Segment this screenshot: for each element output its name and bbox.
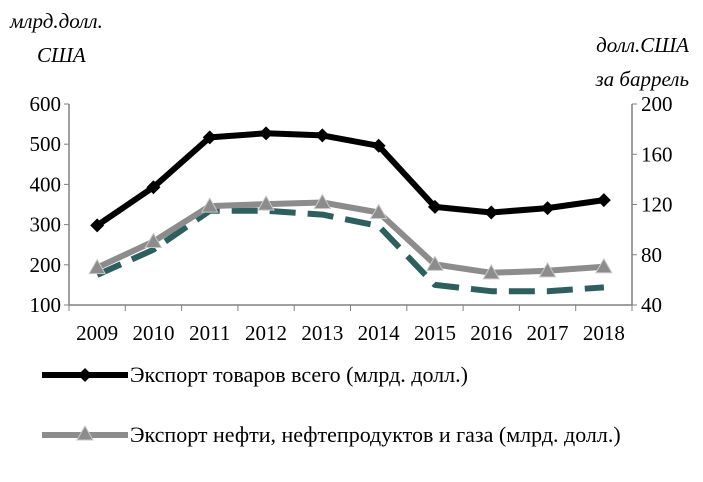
- left-axis-tick-label: 300: [30, 213, 62, 237]
- x-axis-tick-label: 2010: [132, 321, 174, 345]
- x-axis-tick-label: 2011: [189, 321, 230, 345]
- series-point-triangle: [482, 263, 501, 280]
- series-point-diamond: [259, 126, 274, 141]
- series-line-0: [95, 130, 605, 228]
- series-point-triangle: [426, 255, 444, 271]
- series-line-1: [95, 199, 605, 276]
- line-chart: 100 200 300 400 500 600 40 80 120 160 200 2009 2010 2…: [30, 92, 673, 345]
- series-point-triangle: [200, 197, 219, 213]
- x-axis-tick-label: 2017: [527, 321, 569, 345]
- series-point-diamond: [596, 193, 611, 208]
- right-axis-tick-label: 120: [641, 193, 673, 217]
- series-point-triangle: [144, 232, 163, 248]
- right-axis-tick-label: 80: [641, 243, 662, 267]
- series-line-2: [95, 207, 605, 295]
- series-point-diamond: [484, 205, 499, 220]
- x-axis-tick-label: 2018: [583, 321, 625, 345]
- left-axis-tick-label: 400: [30, 172, 62, 196]
- right-axis-unit: долл.США за баррель: [595, 28, 689, 96]
- x-axis-tick-label: 2012: [245, 321, 287, 345]
- series-point-triangle: [257, 195, 275, 211]
- series-point-triangle: [538, 261, 557, 278]
- right-axis-unit-line2: за баррель: [595, 67, 689, 91]
- left-axis-unit-line1: млрд.долл.: [10, 9, 103, 33]
- x-axis-tick-label: 2013: [301, 321, 343, 345]
- series-point-triangle: [88, 258, 107, 275]
- right-axis-unit-line1: долл.США: [596, 33, 689, 57]
- x-axis-tick-label: 2009: [76, 321, 118, 345]
- right-axis-tick-label: 200: [641, 92, 673, 116]
- x-axis-tick-label: 2016: [470, 321, 512, 345]
- series-point-triangle: [313, 193, 332, 209]
- legend-swatch-oil-gas-exports: [42, 424, 128, 441]
- x-axis-tick-label: 2015: [414, 321, 456, 345]
- series-point-diamond: [202, 130, 217, 145]
- series-point-diamond: [146, 180, 161, 195]
- left-axis-tick-label: 100: [30, 293, 62, 317]
- legend-swatch-total-exports: [42, 368, 128, 382]
- left-axis-tick-label: 200: [30, 253, 62, 277]
- series-point-triangle: [369, 203, 388, 220]
- series-point-triangle: [594, 257, 613, 274]
- triangle-marker-icon: [76, 424, 94, 441]
- series-point-diamond: [371, 138, 386, 153]
- series-point-diamond: [427, 199, 442, 214]
- series-point-diamond: [540, 201, 555, 216]
- diamond-marker-icon: [78, 368, 92, 382]
- left-axis-tick-label: 500: [30, 132, 62, 156]
- right-axis-tick-label: 40: [641, 293, 662, 317]
- left-axis-tick-label: 600: [30, 92, 62, 116]
- right-axis-tick-label: 160: [641, 142, 673, 166]
- x-axis-tick-label: 2014: [358, 321, 401, 345]
- legend-label-oil-gas-exports: Экспорт нефти, нефтепродуктов и газа (мл…: [130, 422, 621, 447]
- legend-label-total-exports: Экспорт товаров всего (млрд. долл.): [130, 362, 468, 387]
- series-point-diamond: [315, 128, 330, 143]
- left-axis-unit: млрд.долл. США: [10, 4, 103, 72]
- series-point-diamond: [90, 218, 105, 233]
- left-axis-unit-line2: США: [37, 43, 86, 67]
